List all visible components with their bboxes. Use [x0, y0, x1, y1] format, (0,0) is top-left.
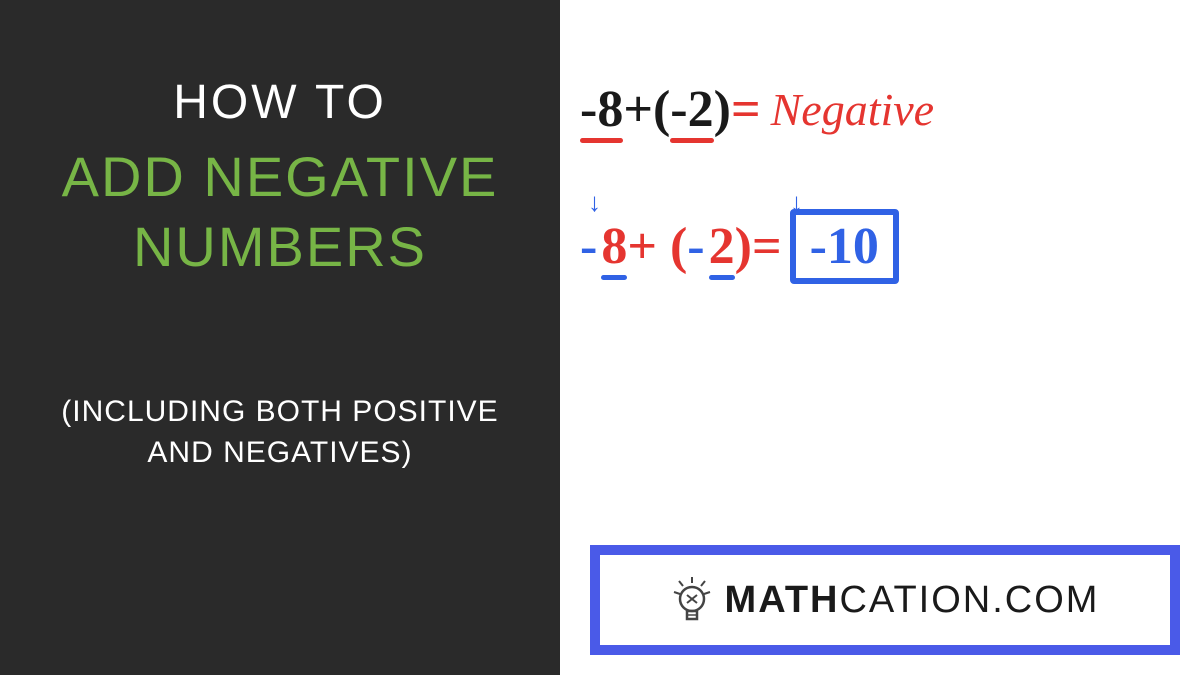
title-line-2: NUMBERS	[133, 215, 427, 278]
title-line-1: ADD NEGATIVE	[62, 145, 499, 208]
arrow-down-icon: ↓	[790, 187, 803, 218]
eq2-result: -10	[810, 218, 879, 275]
eq2-num1: 8	[601, 217, 627, 276]
eq1-paren-open: (	[653, 80, 670, 139]
content-panel: -8 + ( -2 ) = Negative ↓ - 8 + ( ↓ - 2 )…	[560, 0, 1200, 675]
brand-logo-box: MATHCATION.COM	[590, 545, 1180, 655]
eq1-paren-close: )	[714, 80, 731, 139]
title-panel: HOW TO ADD NEGATIVE NUMBERS (INCLUDING B…	[0, 0, 560, 675]
brand-bold: MATH	[725, 579, 840, 621]
equation-2: ↓ - 8 + ( ↓ - 2 ) = -10	[580, 209, 1180, 284]
eq2-equals: =	[752, 217, 782, 276]
brand-name: MATHCATION.COM	[725, 579, 1100, 622]
eq2-plus: + (	[627, 217, 687, 276]
eq2-paren-close: )	[735, 217, 752, 276]
equation-1: -8 + ( -2 ) = Negative	[580, 80, 1180, 139]
arrow-down-icon: ↓	[588, 187, 601, 218]
subtitle-line-1: (INCLUDING BOTH POSITIVE	[61, 395, 498, 428]
eq2-result-box: -10	[790, 209, 899, 284]
lightbulb-icon	[671, 575, 713, 625]
eq2-num2: 2	[709, 217, 735, 276]
eq1-term2: -2	[670, 80, 713, 139]
equation-area: -8 + ( -2 ) = Negative ↓ - 8 + ( ↓ - 2 )…	[580, 80, 1180, 284]
brand-light: CATION	[839, 579, 992, 621]
subtitle: (INCLUDING BOTH POSITIVE AND NEGATIVES)	[61, 392, 498, 473]
eq1-term1: -8	[580, 80, 623, 139]
eq1-equals: =	[731, 80, 761, 139]
brand-domain: .COM	[992, 579, 1099, 621]
main-title: ADD NEGATIVE NUMBERS	[62, 142, 499, 282]
eq1-plus: +	[623, 80, 653, 139]
eq1-result: Negative	[771, 83, 935, 136]
how-to-label: HOW TO	[173, 75, 387, 130]
eq2-minus2: -	[687, 217, 704, 276]
eq2-minus1: -	[580, 217, 597, 276]
subtitle-line-2: AND NEGATIVES)	[147, 436, 412, 469]
